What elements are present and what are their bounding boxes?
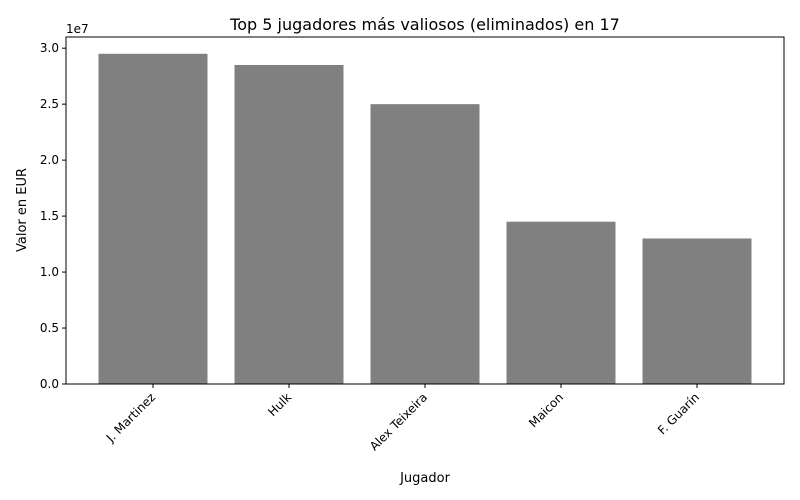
- y-axis-label: Valor en EUR: [15, 168, 30, 252]
- x-axis-label: Jugador: [399, 471, 450, 486]
- y-tick-label: 0.0: [40, 377, 59, 391]
- y-tick-label: 3.0: [40, 41, 59, 55]
- x-tick-label: Alex Teixeira: [367, 390, 430, 453]
- bar: [506, 221, 616, 384]
- x-tick-label: Hulk: [265, 390, 294, 419]
- x-tick-label: Maicon: [526, 390, 566, 430]
- x-tick-label: F. Guarín: [655, 390, 702, 437]
- x-tick-label: J. Martinez: [103, 390, 158, 445]
- y-tick-label: 1.0: [40, 265, 59, 279]
- y-tick-label: 2.5: [40, 97, 59, 111]
- bar: [234, 64, 344, 384]
- bar: [642, 238, 752, 384]
- bar: [98, 53, 208, 385]
- y-axis: 0.0 0.5 1.0 1.5 2.0 2.5 3.0: [40, 41, 66, 391]
- y-offset-label: 1e7: [66, 22, 89, 36]
- bars-group: [98, 53, 752, 385]
- plot-frame: [65, 36, 785, 385]
- bar: [370, 104, 480, 385]
- chart-title: Top 5 jugadores más valiosos (eliminados…: [229, 15, 620, 34]
- y-tick-label: 2.0: [40, 153, 59, 167]
- y-tick-label: 1.5: [40, 209, 59, 223]
- x-axis: J. Martinez Hulk Alex Teixeira Maicon F. Gua…: [103, 384, 702, 453]
- y-tick-label: 0.5: [40, 321, 59, 335]
